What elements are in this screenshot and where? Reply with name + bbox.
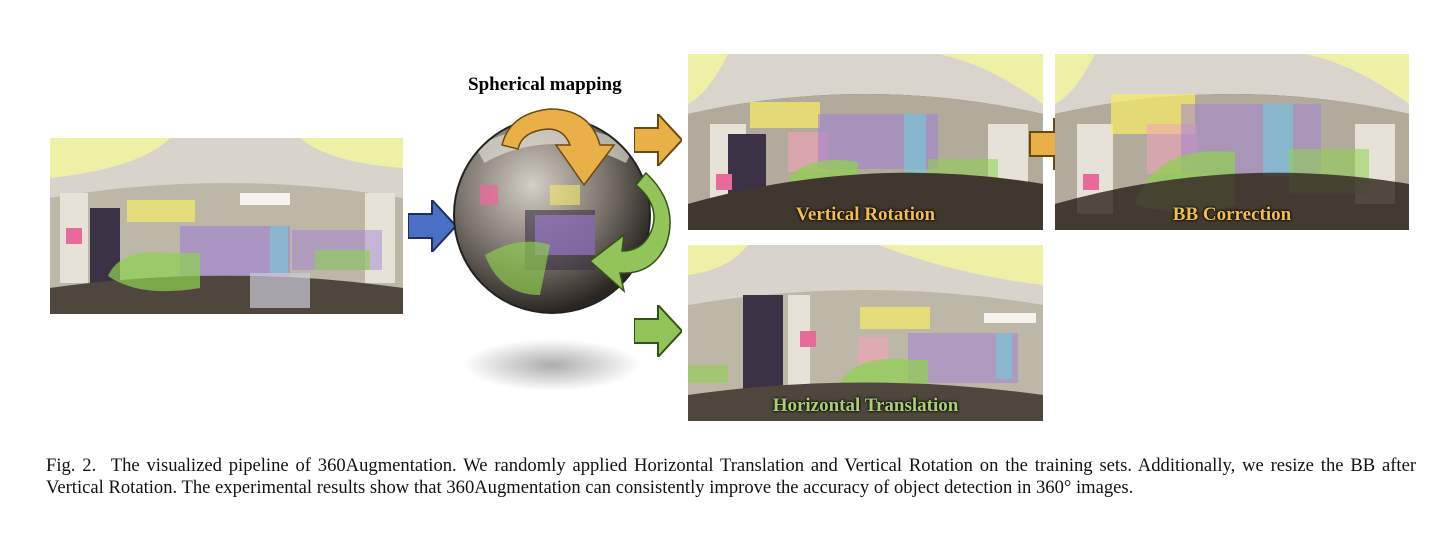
pipeline-figure: Spherical mapping — [50, 54, 1409, 421]
bb-correction-panel: BB Correction — [1055, 54, 1409, 230]
spherical-mapping-label: Spherical mapping — [468, 74, 622, 95]
vertical-rotation-panel: Vertical Rotation — [688, 54, 1043, 230]
arrow-right-green-icon — [634, 305, 682, 357]
figure-caption-label: Fig. 2. — [46, 455, 97, 476]
sphere-graphic — [453, 108, 671, 391]
figure-caption: Fig. 2. The visualized pipeline of 360Au… — [46, 455, 1416, 499]
vertical-rotation-label: Vertical Rotation — [795, 204, 936, 225]
orange-curved-arrow-icon — [501, 108, 616, 187]
input-panorama — [50, 138, 403, 314]
figure-caption-text: The visualized pipeline of 360Augmentati… — [46, 455, 1417, 498]
arrow-right-blue-icon — [408, 200, 456, 252]
horizontal-translation-label: Horizontal Translation — [772, 395, 959, 416]
arrow-right-orange-icon — [634, 114, 682, 166]
horizontal-translation-panel: Horizontal Translation — [688, 245, 1043, 421]
green-curved-arrow-icon — [588, 171, 671, 294]
bb-correction-label: BB Correction — [1172, 204, 1292, 225]
